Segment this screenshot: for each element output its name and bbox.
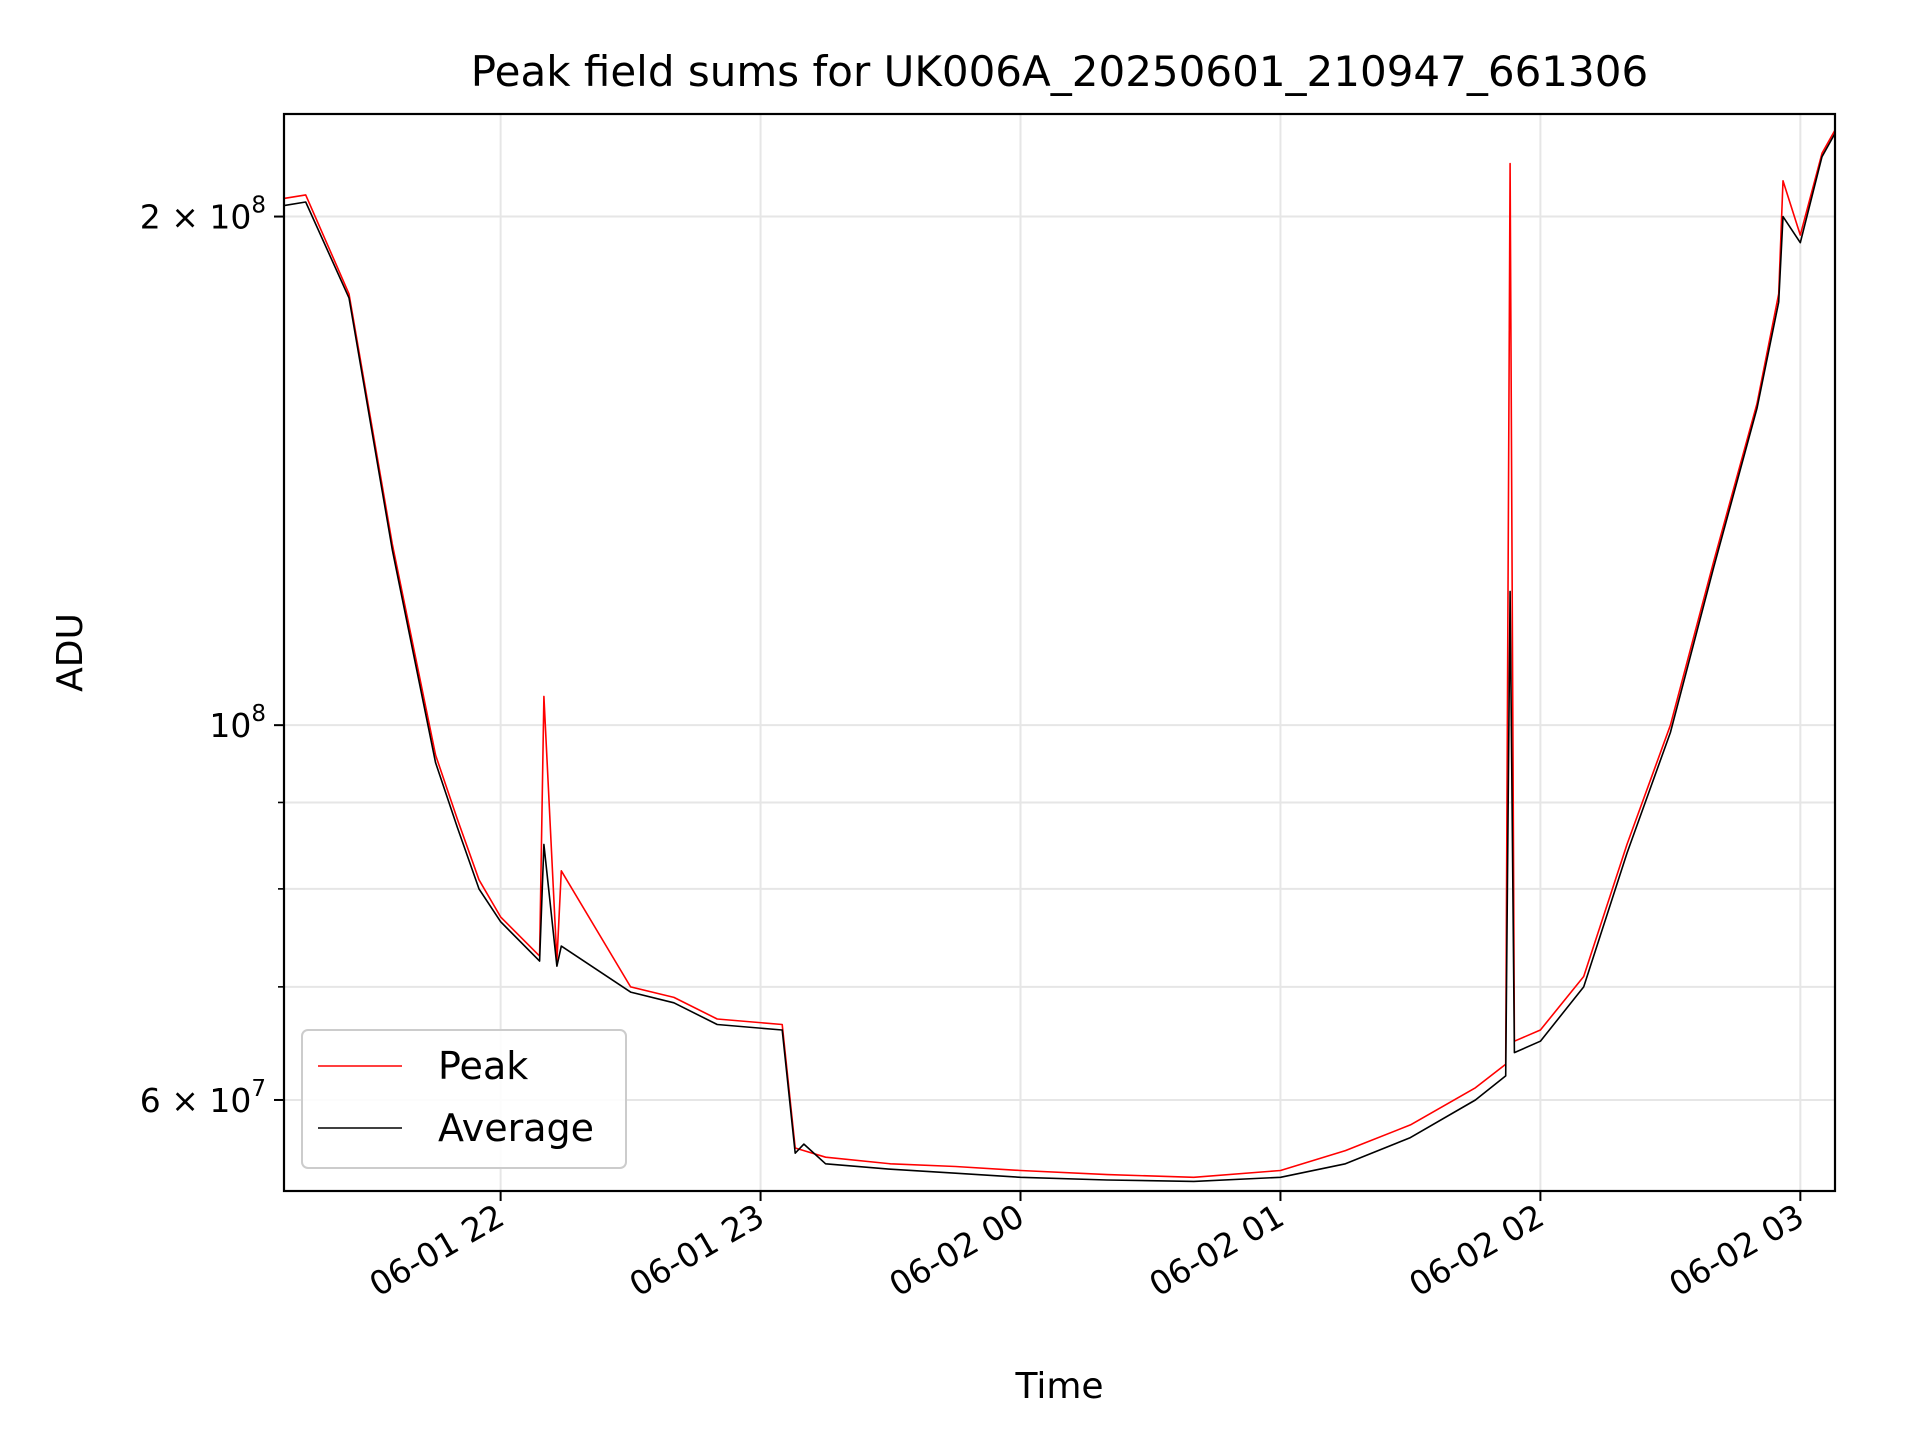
y-tick-mantissa: 6 × 10 <box>140 1081 252 1120</box>
y-tick-mantissa: 2 × 10 <box>140 198 252 237</box>
legend-box <box>301 1029 627 1169</box>
legend-label-peak: Peak <box>438 1044 528 1088</box>
legend-label-average: Average <box>438 1106 594 1150</box>
y-axis-label: ADU <box>50 613 91 692</box>
series-lines <box>283 129 1836 1183</box>
y-tick-mantissa: 10 <box>209 706 251 745</box>
y-tick-exponent: 8 <box>251 193 266 219</box>
legend: Peak Average <box>301 1029 627 1169</box>
y-tick-exponent: 8 <box>251 701 266 727</box>
x-axis-label: Time <box>1014 1366 1103 1407</box>
y-tick-label: 108 <box>209 701 266 745</box>
y-tick-label: 6 × 107 <box>140 1076 266 1120</box>
chart-title: Peak field sums for UK006A_20250601_2109… <box>471 47 1648 96</box>
y-tick-label: 2 × 108 <box>140 193 266 237</box>
series-line-peak <box>283 129 1836 1179</box>
y-tick-exponent: 7 <box>251 1076 266 1102</box>
plot-frame <box>282 112 1837 1193</box>
series-line-average <box>283 133 1836 1183</box>
